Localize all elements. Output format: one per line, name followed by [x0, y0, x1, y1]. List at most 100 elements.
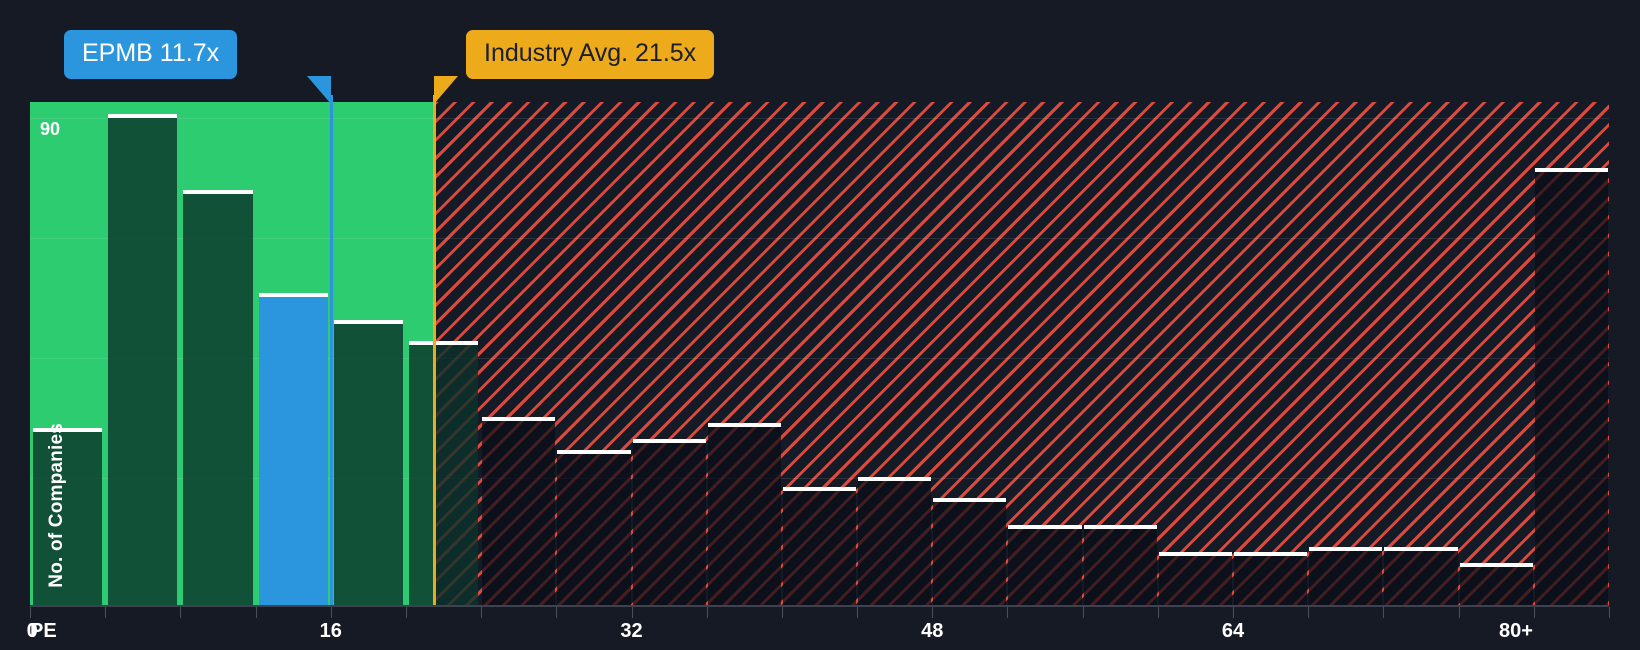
x-tick — [932, 607, 934, 618]
bar-48[interactable] — [933, 498, 1007, 605]
bar-fill — [1083, 529, 1157, 605]
bar-fill — [707, 426, 781, 605]
y-axis-title: No. of Companies — [46, 423, 67, 588]
x-tick — [105, 607, 107, 618]
bar-8[interactable] — [183, 189, 253, 605]
bar-cap — [1158, 552, 1233, 557]
x-tick — [255, 607, 257, 618]
bar-cap — [408, 341, 479, 346]
bar-cap — [183, 189, 253, 194]
bar-40[interactable] — [782, 487, 857, 605]
bar-cap — [1534, 168, 1608, 173]
plot-area — [30, 102, 1609, 605]
bar-series — [30, 102, 1609, 605]
bar-fill — [258, 296, 328, 605]
bar-36[interactable] — [707, 422, 781, 605]
bar-28[interactable] — [557, 449, 631, 605]
bar-72[interactable] — [1384, 546, 1458, 605]
bar-44[interactable] — [858, 476, 932, 605]
bar-fill — [408, 345, 479, 605]
bar-12[interactable] — [258, 292, 328, 605]
x-tick — [1308, 607, 1310, 618]
bar-4[interactable] — [108, 114, 178, 605]
bar-cap — [482, 417, 556, 422]
x-axis-line — [30, 605, 1609, 607]
bar-68[interactable] — [1309, 546, 1383, 605]
bar-cap — [1008, 525, 1082, 530]
x-tick — [1609, 607, 1610, 618]
x-tick-label-16: 16 — [319, 620, 342, 642]
x-tick-label-80plus: 80+ — [1498, 620, 1533, 642]
bar-32[interactable] — [632, 438, 706, 605]
bar-60[interactable] — [1158, 552, 1233, 605]
x-tick-label-0: 0 — [26, 620, 38, 642]
bar-fill — [782, 491, 857, 605]
bar-fill — [482, 421, 556, 605]
x-tick — [180, 607, 182, 618]
x-tick — [1157, 607, 1159, 618]
bar-fill — [557, 453, 631, 605]
bar-cap — [33, 427, 103, 432]
bar-52[interactable] — [1008, 525, 1082, 605]
bar-fill — [632, 442, 706, 605]
bar-cap — [1083, 525, 1157, 530]
x-tick — [1233, 607, 1235, 618]
bar-cap — [632, 438, 706, 443]
x-tick — [1458, 607, 1460, 618]
industry-callout-tail — [434, 76, 459, 104]
bar-fill — [1384, 550, 1458, 605]
bar-fill — [333, 323, 403, 605]
x-tick — [1533, 607, 1535, 618]
bar-fill — [1234, 556, 1308, 605]
x-axis-prefix-label: PE — [30, 620, 57, 642]
industry-marker-line — [433, 95, 437, 605]
bar-fill — [1309, 550, 1383, 605]
x-tick — [706, 607, 708, 618]
x-tick — [330, 607, 332, 618]
bar-cap — [1459, 563, 1533, 568]
bar-fill — [933, 502, 1007, 605]
x-tick-label-32: 32 — [620, 620, 643, 642]
bar-cap — [258, 292, 328, 297]
company-marker-line — [329, 95, 333, 605]
bar-cap — [782, 487, 857, 492]
x-tick — [1007, 607, 1009, 618]
bar-fill — [108, 118, 178, 605]
bar-fill — [1459, 567, 1533, 605]
industry-callout[interactable]: Industry Avg. 21.5x — [466, 30, 715, 79]
bar-cap — [557, 449, 631, 454]
company-callout-tail — [306, 76, 331, 104]
bar-cap — [1309, 546, 1383, 551]
bar-64[interactable] — [1234, 552, 1308, 605]
bar-fill — [1008, 529, 1082, 605]
x-tick — [781, 607, 783, 618]
bar-cap — [1384, 546, 1458, 551]
bar-80+[interactable] — [1534, 168, 1608, 605]
x-tick — [1383, 607, 1385, 618]
bar-76[interactable] — [1459, 563, 1533, 605]
x-tick-label-64: 64 — [1221, 620, 1245, 642]
bar-fill — [183, 193, 253, 605]
bar-fill — [1534, 172, 1608, 605]
bar-20[interactable] — [408, 341, 479, 605]
bar-24[interactable] — [482, 417, 556, 605]
company-callout[interactable]: EPMB 11.7x — [64, 30, 238, 79]
y-top-tick-label: 90 — [40, 119, 61, 139]
bar-0[interactable] — [33, 427, 103, 605]
x-tick — [857, 607, 859, 618]
bar-cap — [933, 498, 1007, 503]
x-tick — [631, 607, 633, 618]
bar-fill — [33, 431, 103, 605]
x-tick — [556, 607, 558, 618]
bar-cap — [1234, 552, 1308, 557]
bar-56[interactable] — [1083, 525, 1157, 605]
overvalued-region — [434, 102, 1609, 605]
x-tick — [481, 607, 483, 618]
bar-16[interactable] — [333, 319, 403, 605]
bar-fill — [858, 480, 932, 605]
bar-cap — [707, 422, 781, 427]
x-tick-label-48: 48 — [921, 620, 944, 642]
bar-fill — [1158, 556, 1233, 605]
x-tick — [1082, 607, 1084, 618]
